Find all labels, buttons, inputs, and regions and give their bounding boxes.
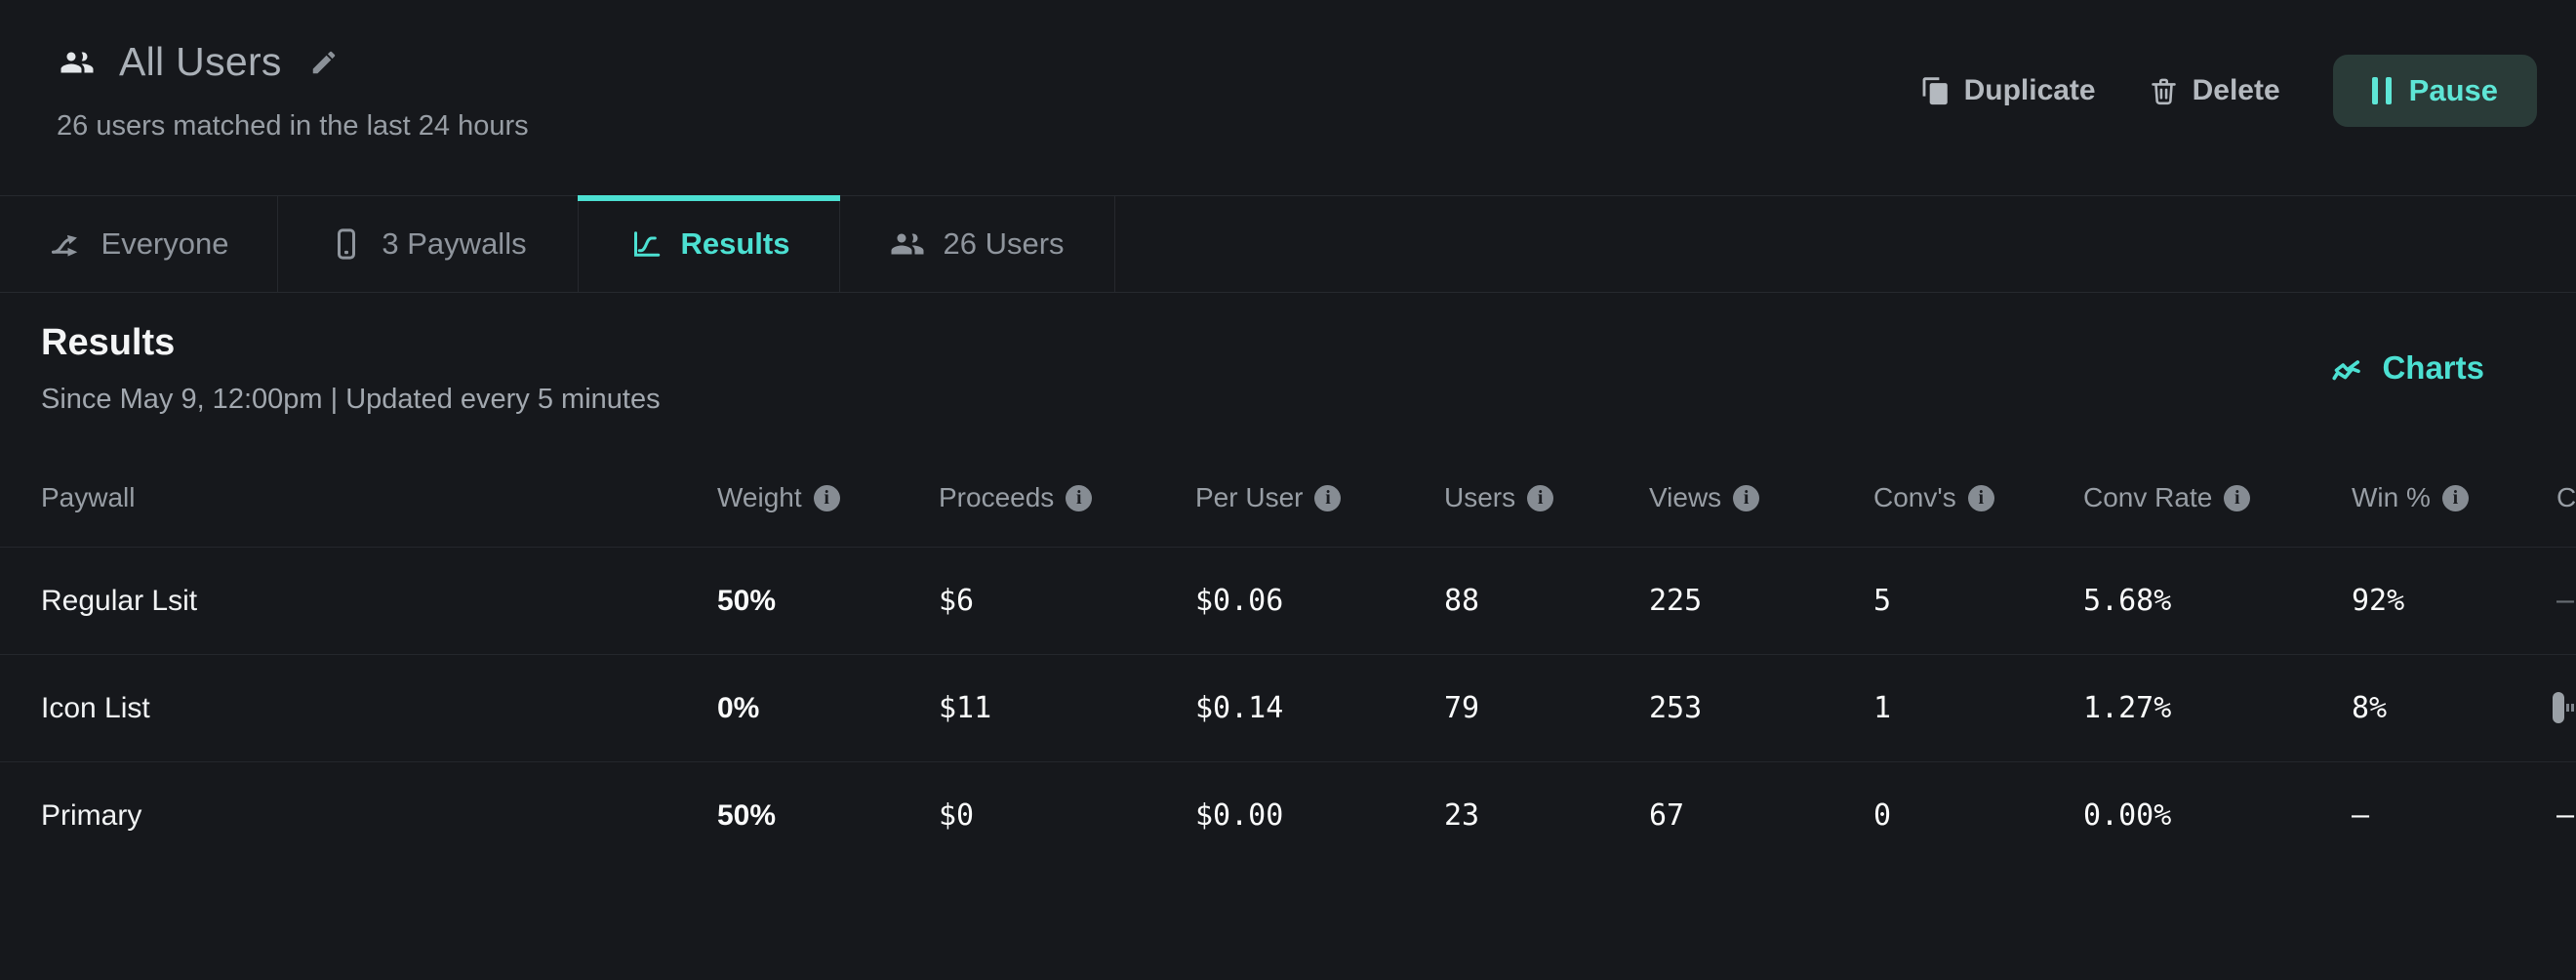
tab-results[interactable]: Results bbox=[578, 195, 840, 292]
table-header-row: Paywall Weight i Proceeds i Per User i User… bbox=[0, 449, 2576, 547]
cell-win-pct: – bbox=[2352, 798, 2370, 833]
clipped-badge-dots bbox=[2566, 704, 2576, 712]
header: All Users 26 users matched in the last 2… bbox=[0, 0, 2576, 195]
cell-conv-rate: 1.27% bbox=[2083, 691, 2172, 725]
paywall-name: Regular Lsit bbox=[41, 584, 198, 617]
cell-weight: 50% bbox=[717, 584, 777, 617]
info-icon[interactable]: i bbox=[2441, 484, 2469, 511]
cell-clipped: – bbox=[2556, 798, 2575, 833]
table-row[interactable]: Icon List 0% $11 $0.14 79 253 1 1.27% 8% bbox=[0, 654, 2576, 761]
cell-proceeds: $11 bbox=[939, 691, 992, 725]
matched-users-subtitle: 26 users matched in the last 24 hours bbox=[57, 110, 529, 142]
results-section-header: Results Since May 9, 12:00pm | Updated e… bbox=[0, 293, 2576, 449]
curve-chart-icon bbox=[633, 231, 660, 257]
charts-button[interactable]: Charts bbox=[2327, 349, 2484, 387]
cell-per-user: $0.00 bbox=[1195, 798, 1284, 833]
cell-views: 225 bbox=[1649, 584, 1703, 618]
col-clipped: C bbox=[2556, 482, 2576, 512]
cell-per-user: $0.06 bbox=[1195, 584, 1284, 618]
people-icon bbox=[891, 233, 924, 255]
cell-win-pct: 8% bbox=[2352, 691, 2388, 725]
table-row[interactable]: Primary 50% $0 $0.00 23 67 0 0.00% – – bbox=[0, 761, 2576, 869]
info-icon[interactable]: i bbox=[1314, 484, 1342, 511]
people-icon bbox=[60, 52, 94, 72]
results-table: Paywall Weight i Proceeds i Per User i User… bbox=[0, 449, 2576, 869]
duplicate-button[interactable]: Duplicate bbox=[1920, 74, 2096, 107]
info-icon[interactable]: i bbox=[1066, 484, 1093, 511]
cell-conv-rate: 0.00% bbox=[2083, 798, 2172, 833]
header-actions: Duplicate Delete Pause bbox=[1920, 55, 2537, 127]
delete-label: Delete bbox=[2192, 74, 2280, 106]
results-title: Results bbox=[41, 322, 176, 363]
cell-proceeds: $0 bbox=[939, 798, 975, 833]
tab-results-label: Results bbox=[680, 226, 790, 261]
col-views: Views i bbox=[1649, 482, 1873, 513]
col-per-user: Per User i bbox=[1195, 482, 1444, 513]
charts-icon bbox=[2332, 360, 2361, 381]
trash-icon bbox=[2151, 78, 2176, 104]
cell-per-user: $0.14 bbox=[1195, 691, 1284, 725]
info-icon[interactable]: i bbox=[1527, 484, 1554, 511]
cell-proceeds: $6 bbox=[939, 584, 975, 618]
paywall-name: Primary bbox=[41, 798, 142, 832]
tab-everyone[interactable]: Everyone bbox=[0, 196, 278, 292]
phone-icon bbox=[338, 228, 356, 260]
cell-convs: 5 bbox=[1873, 584, 1892, 618]
duplicate-icon bbox=[1922, 76, 1948, 104]
results-subtitle: Since May 9, 12:00pm | Updated every 5 m… bbox=[41, 384, 661, 415]
paywall-name: Icon List bbox=[41, 691, 150, 724]
info-icon[interactable]: i bbox=[1733, 484, 1760, 511]
page-title: All Users bbox=[119, 39, 282, 84]
cell-convs: 0 bbox=[1873, 798, 1892, 833]
cell-users: 79 bbox=[1444, 691, 1480, 725]
tab-users[interactable]: 26 Users bbox=[840, 196, 1115, 292]
col-convs: Conv's i bbox=[1873, 482, 2083, 513]
cell-clipped: – bbox=[2556, 584, 2575, 618]
col-weight: Weight i bbox=[717, 482, 939, 513]
cell-weight: 50% bbox=[717, 798, 777, 832]
charts-label: Charts bbox=[2382, 349, 2484, 386]
col-proceeds: Proceeds i bbox=[939, 482, 1195, 513]
duplicate-label: Duplicate bbox=[1963, 74, 2096, 106]
clipped-badge bbox=[2553, 692, 2564, 723]
info-icon[interactable]: i bbox=[2224, 484, 2251, 511]
edit-title-button[interactable] bbox=[309, 48, 339, 77]
cell-views: 253 bbox=[1649, 691, 1703, 725]
table-row[interactable]: Regular Lsit 50% $6 $0.06 88 225 5 5.68%… bbox=[0, 547, 2576, 654]
cell-users: 23 bbox=[1444, 798, 1480, 833]
col-users: Users i bbox=[1444, 482, 1649, 513]
delete-button[interactable]: Delete bbox=[2149, 74, 2280, 107]
pencil-icon bbox=[312, 51, 335, 73]
info-icon[interactable]: i bbox=[813, 484, 840, 511]
tab-users-label: 26 Users bbox=[943, 226, 1065, 261]
tab-paywalls-label: 3 Paywalls bbox=[382, 226, 527, 261]
tab-everyone-label: Everyone bbox=[101, 226, 229, 261]
cell-conv-rate: 5.68% bbox=[2083, 584, 2172, 618]
split-arrows-icon bbox=[51, 234, 77, 257]
pause-label: Pause bbox=[2408, 73, 2498, 107]
col-paywall: Paywall bbox=[41, 482, 136, 512]
info-icon[interactable]: i bbox=[1967, 484, 1994, 511]
cell-win-pct: 92% bbox=[2352, 584, 2405, 618]
cell-users: 88 bbox=[1444, 584, 1480, 618]
tab-paywalls[interactable]: 3 Paywalls bbox=[278, 196, 579, 292]
cell-views: 67 bbox=[1649, 798, 1685, 833]
col-conv-rate: Conv Rate i bbox=[2083, 482, 2352, 513]
pause-button[interactable]: Pause bbox=[2332, 55, 2537, 127]
results-heading-left: Results Since May 9, 12:00pm | Updated e… bbox=[41, 322, 661, 416]
header-left: All Users 26 users matched in the last 2… bbox=[57, 39, 529, 143]
tab-bar: Everyone 3 Paywalls Results 26 Users bbox=[0, 195, 2576, 293]
pause-icon bbox=[2371, 77, 2392, 104]
cell-weight: 0% bbox=[717, 691, 760, 724]
col-win-pct: Win % i bbox=[2352, 482, 2556, 513]
cell-convs: 1 bbox=[1873, 691, 1892, 725]
